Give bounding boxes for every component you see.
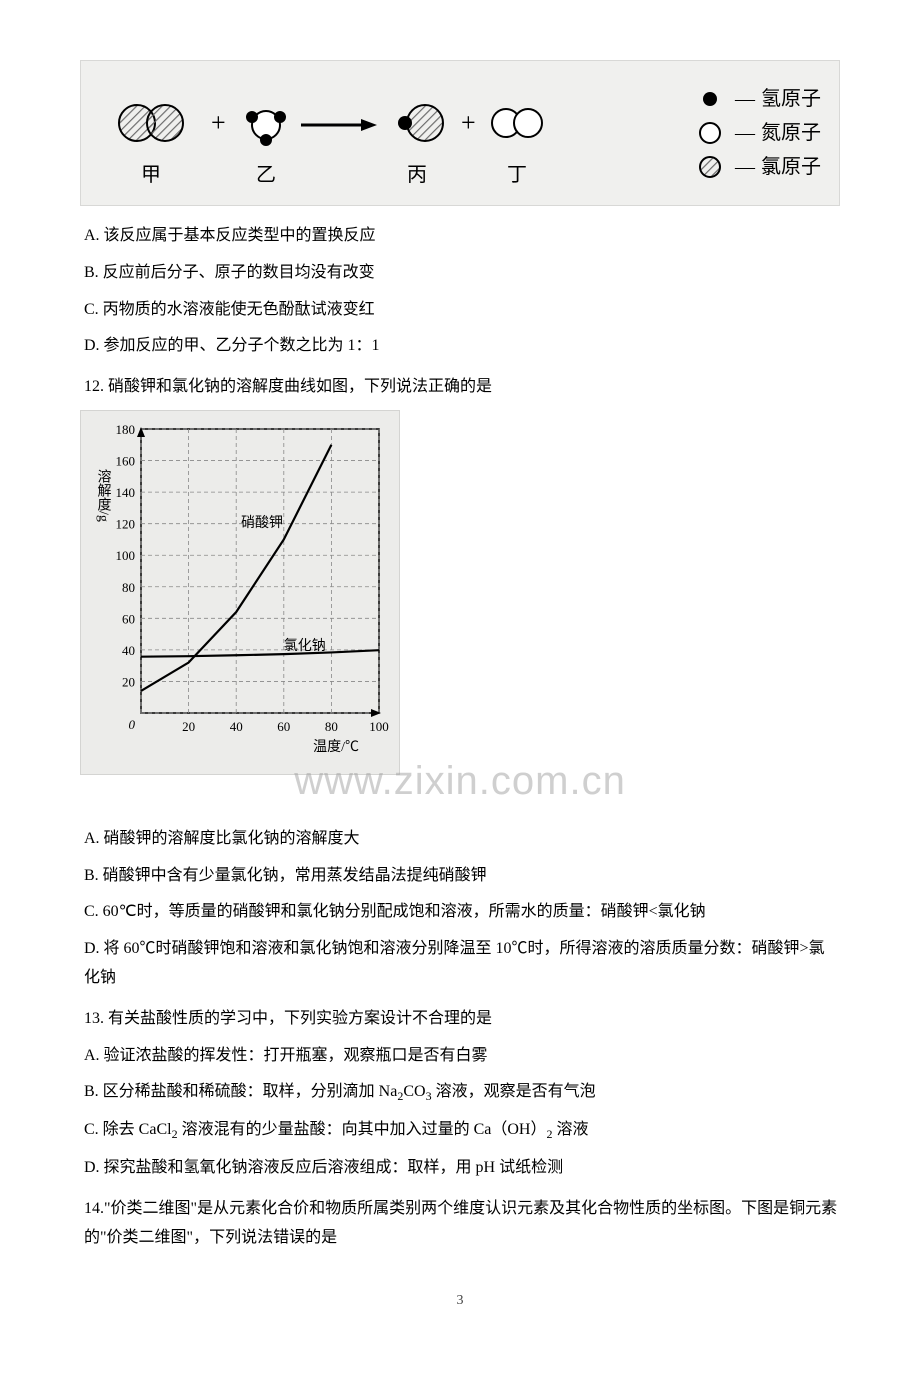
q12-option-a: A. 硝酸钾的溶解度比氯化钠的溶解度大 bbox=[80, 825, 840, 854]
q13-option-d: D. 探究盐酸和氢氧化钠溶液反应后溶液组成：取样，用 pH 试纸检测 bbox=[80, 1154, 840, 1183]
svg-text:0: 0 bbox=[129, 717, 136, 732]
svg-text:100: 100 bbox=[369, 719, 389, 734]
svg-text:硝酸钾: 硝酸钾 bbox=[241, 515, 283, 531]
legend-h-text: 氢原子 bbox=[761, 83, 821, 115]
legend-h: — 氢原子 bbox=[697, 83, 821, 115]
molecule-bing bbox=[398, 105, 443, 141]
q12-option-d: D. 将 60℃时硝酸钾饱和溶液和氯化钠饱和溶液分别降温至 10℃时，所得溶液的… bbox=[80, 935, 840, 993]
molecule-jia bbox=[119, 105, 183, 141]
q13-option-a: A. 验证浓盐酸的挥发性：打开瓶塞，观察瓶口是否有白雾 bbox=[80, 1042, 840, 1071]
legend-cl-text: 氯原子 bbox=[761, 151, 821, 183]
molecule-yi bbox=[246, 111, 286, 146]
svg-text:60: 60 bbox=[122, 611, 135, 626]
svg-text:40: 40 bbox=[230, 719, 243, 734]
q12-option-c: C. 60℃时，等质量的硝酸钾和氯化钠分别配成饱和溶液，所需水的质量：硝酸钾<氯… bbox=[80, 898, 840, 927]
solubility-chart: 20 40 60 80 100 20 40 60 80 100 120 140 160 180 0 硝酸钾氯化… bbox=[80, 410, 400, 775]
svg-text:氯化钠: 氯化钠 bbox=[284, 638, 326, 654]
q12-option-b: B. 硝酸钾中含有少量氯化钠，常用蒸发结晶法提纯硝酸钾 bbox=[80, 862, 840, 891]
svg-text:120: 120 bbox=[116, 517, 136, 532]
solubility-chart-svg: 20 40 60 80 100 20 40 60 80 100 120 140 160 180 0 硝酸钾氯化… bbox=[87, 417, 395, 757]
legend-cl: — 氯原子 bbox=[697, 151, 821, 183]
legend-n-text: 氮原子 bbox=[761, 117, 821, 149]
label-yi: 乙 bbox=[256, 164, 276, 186]
q11-option-d: D. 参加反应的甲、乙分子个数之比为 1：1 bbox=[80, 332, 840, 361]
svg-text:60: 60 bbox=[277, 719, 290, 734]
svg-text:180: 180 bbox=[116, 422, 136, 437]
svg-text:140: 140 bbox=[116, 485, 136, 500]
svg-text:80: 80 bbox=[122, 580, 135, 595]
plus-sign-1: + bbox=[211, 108, 226, 137]
svg-text:20: 20 bbox=[122, 674, 135, 689]
legend-n: — 氮原子 bbox=[697, 117, 821, 149]
reaction-diagram: + + 甲 乙 丙 丁 — bbox=[80, 60, 840, 206]
svg-text:40: 40 bbox=[122, 643, 135, 658]
svg-text:20: 20 bbox=[182, 719, 195, 734]
svg-text:160: 160 bbox=[116, 454, 136, 469]
q11-option-c: C. 丙物质的水溶液能使无色酚酞试液变红 bbox=[80, 296, 840, 325]
svg-text:80: 80 bbox=[325, 719, 338, 734]
q14-stem: 14."价类二维图"是从元素化合价和物质所属类别两个维度认识元素及其化合物性质的… bbox=[80, 1195, 840, 1253]
reaction-svg: + + 甲 乙 丙 丁 bbox=[101, 73, 641, 193]
svg-text:溶解度/g: 溶解度/g bbox=[96, 469, 112, 522]
svg-text:100: 100 bbox=[116, 548, 136, 563]
q13-stem: 13. 有关盐酸性质的学习中，下列实验方案设计不合理的是 bbox=[80, 1005, 840, 1034]
reaction-arrow bbox=[301, 119, 377, 131]
q13-option-c: C. 除去 CaCl2 溶液混有的少量盐酸：向其中加入过量的 Ca（OH）2 溶… bbox=[80, 1116, 840, 1146]
label-bing: 丙 bbox=[407, 164, 427, 186]
label-jia: 甲 bbox=[141, 164, 161, 186]
q13-option-b: B. 区分稀盐酸和稀硫酸：取样，分别滴加 Na2CO3 溶液，观察是否有气泡 bbox=[80, 1078, 840, 1108]
svg-text:温度/℃: 温度/℃ bbox=[313, 739, 359, 755]
label-ding: 丁 bbox=[507, 164, 527, 186]
page-number: 3 bbox=[80, 1288, 840, 1313]
legend: — 氢原子 — 氮原子 — 氯原子 bbox=[697, 81, 821, 185]
q11-option-b: B. 反应前后分子、原子的数目均没有改变 bbox=[80, 259, 840, 288]
q11-option-a: A. 该反应属于基本反应类型中的置换反应 bbox=[80, 222, 840, 251]
molecule-ding bbox=[492, 109, 542, 137]
q12-stem: 12. 硝酸钾和氯化钠的溶解度曲线如图，下列说法正确的是 bbox=[80, 373, 840, 402]
plus-sign-2: + bbox=[461, 108, 476, 137]
